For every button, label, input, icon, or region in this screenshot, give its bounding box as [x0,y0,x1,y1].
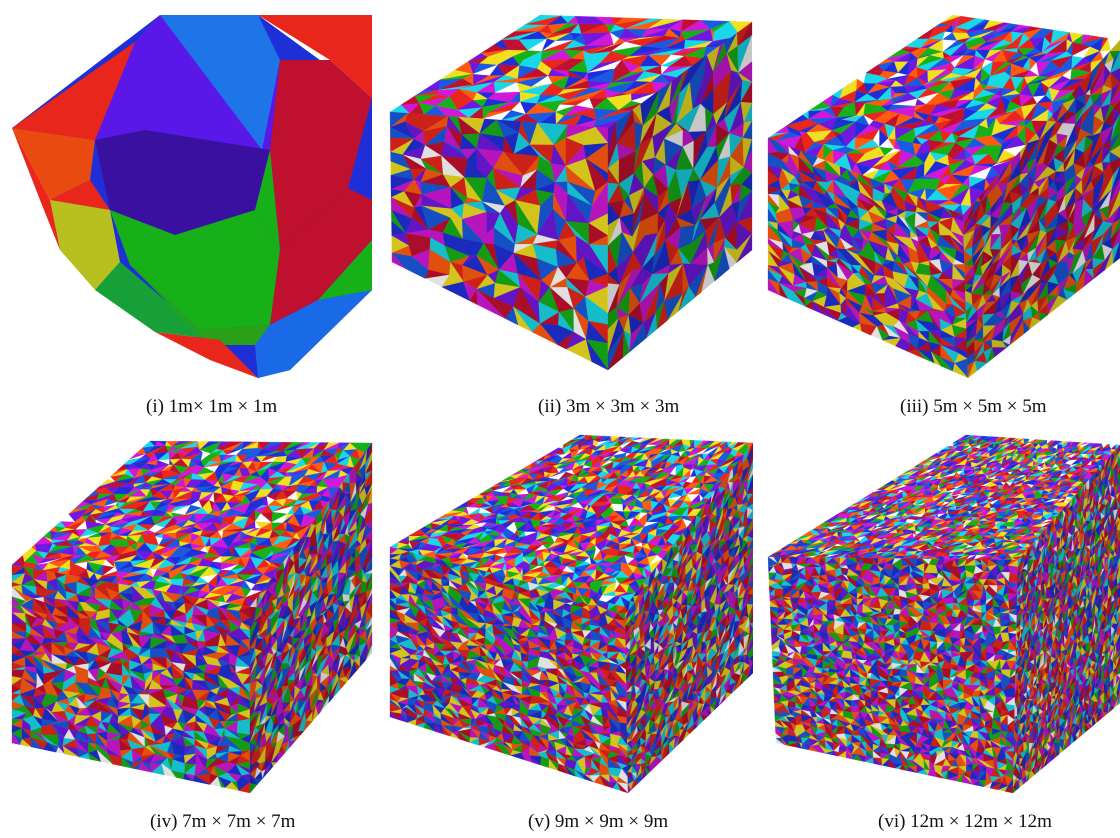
cube-face-group [11,440,373,608]
fracture-facet [940,357,953,372]
fracture-facet [1029,317,1041,330]
fracture-facet [992,347,1008,358]
cube-iii [767,14,1120,379]
cube-face [318,240,372,300]
cube-face [130,265,270,345]
panel-i: (i) 1m× 1m × 1m [0,0,373,420]
panel-iv: (iv) 7m × 7m × 7m [0,425,373,838]
fracture-facet [1083,269,1095,287]
panel-caption: (i) 1m× 1m × 1m [146,396,278,417]
cube-face-group [767,137,969,379]
fracture-facet [1063,289,1076,301]
cube-face [50,200,120,290]
fracture-facet [767,278,781,296]
cube-face [12,128,95,200]
fracture-facet [531,323,558,345]
fracture-facet [1075,283,1085,294]
face-shade [768,138,968,378]
panel-iii: (iii) 5m × 5m × 5m [758,0,1120,420]
cube-face [270,188,372,325]
cube-face [160,15,280,150]
fracture-facet [701,264,715,293]
cube-face-group [389,111,609,371]
fracture-facet [1002,341,1011,348]
cube-face [348,98,372,200]
fracture-facet [916,349,935,364]
fracture-facet [724,247,737,269]
face-shade [608,22,752,370]
panel-caption: (ii) 3m × 3m × 3m [538,396,680,417]
face-shade [963,40,1120,378]
cube-ii [389,14,753,371]
fracture-facet [787,291,806,307]
fracture-facet [1112,241,1120,264]
cube-face-group [962,39,1120,379]
fracture-facet [952,362,969,379]
fracture-facet [812,300,829,317]
panel-ii: (ii) 3m × 3m × 3m [380,0,753,420]
fracture-facet [778,283,789,300]
fracture-facet [931,351,941,367]
fracture-facet [870,326,883,341]
cube-face [270,60,372,250]
fracture-facet [1038,312,1049,322]
fracture-facet [859,323,872,336]
cube-face [255,150,280,250]
fracture-facet [513,306,533,333]
cube-face [95,130,270,235]
fracture-facet [391,252,406,269]
fracture-facet [974,360,988,372]
cube-face [12,15,160,140]
fracture-facet [622,330,630,358]
fracture-facet [823,306,838,321]
cube-iv [11,440,373,794]
cube-face [255,290,372,378]
cube-face [155,332,258,378]
cube-face-group [389,14,753,129]
fracture-facet [1022,319,1030,334]
cube-face [258,15,372,98]
cube-face-group [607,21,753,371]
cube-i [12,15,372,378]
fracture-facet [404,256,426,279]
fracture-facet [1057,295,1068,308]
fracture-facet [585,339,609,371]
fracture-facet [476,288,506,319]
fracture-facet [736,233,753,264]
cube-face-group [767,14,1120,216]
face-shade [390,112,608,370]
cube-face [110,210,280,330]
panel-caption: (iii) 5m × 5m × 5m [900,396,1047,417]
